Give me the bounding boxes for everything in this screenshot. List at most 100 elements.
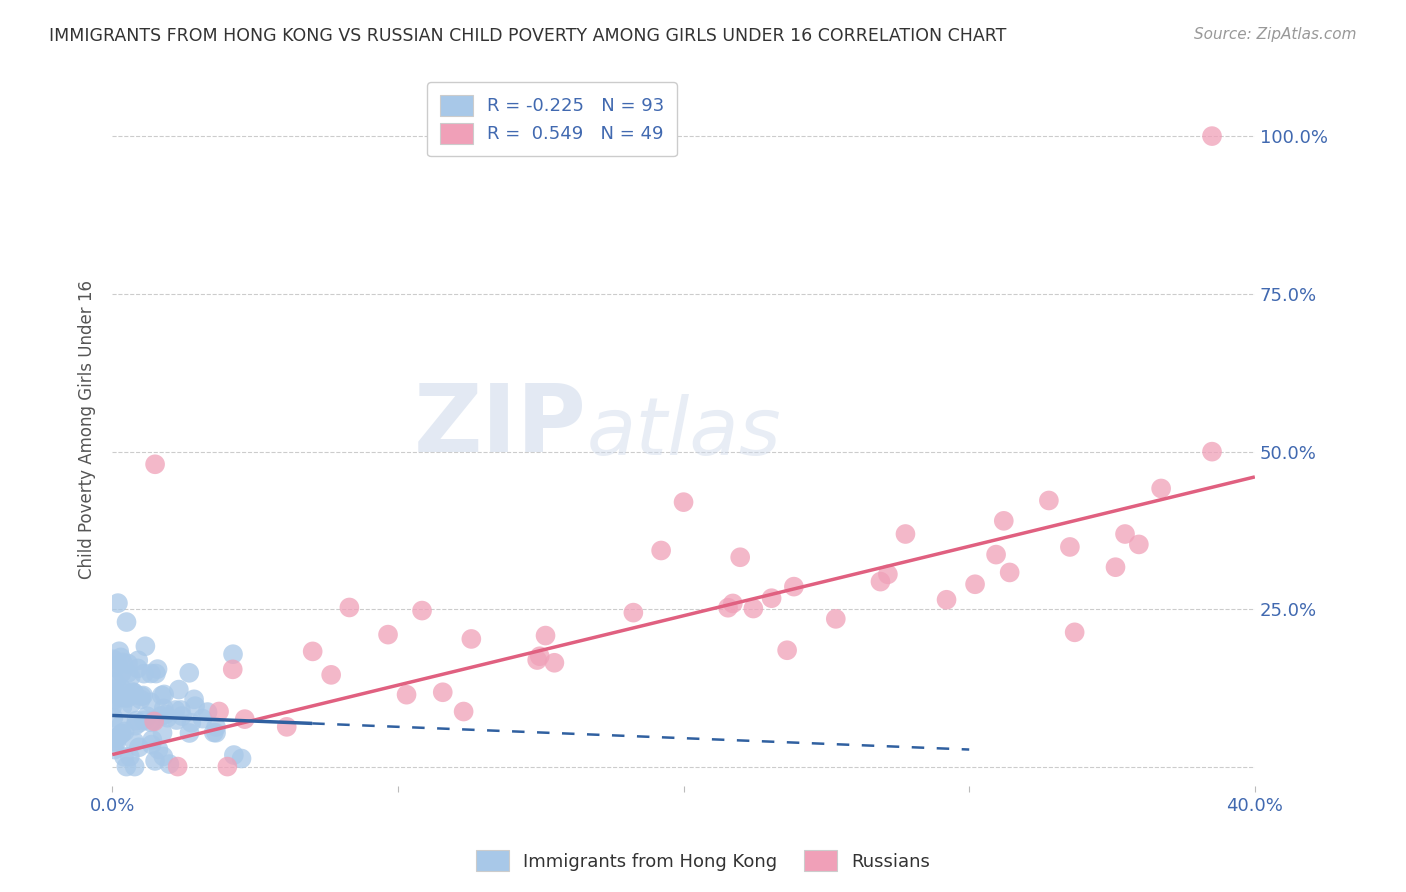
Point bbox=[103, 735, 125, 749]
Point bbox=[107, 731, 129, 745]
Point bbox=[103, 675, 125, 690]
Point bbox=[650, 543, 672, 558]
Point bbox=[148, 742, 170, 756]
Point bbox=[105, 677, 128, 691]
Point bbox=[108, 644, 131, 658]
Point bbox=[141, 732, 163, 747]
Point bbox=[101, 699, 124, 714]
Point bbox=[222, 647, 245, 661]
Point bbox=[111, 656, 134, 670]
Point bbox=[145, 666, 167, 681]
Point bbox=[139, 666, 162, 681]
Point bbox=[1128, 537, 1150, 551]
Point bbox=[127, 661, 149, 675]
Point bbox=[128, 716, 150, 731]
Point bbox=[1038, 493, 1060, 508]
Point bbox=[153, 687, 176, 701]
Point bbox=[103, 692, 125, 706]
Point bbox=[377, 627, 399, 641]
Point bbox=[152, 749, 174, 764]
Point bbox=[139, 695, 162, 709]
Point bbox=[134, 639, 156, 653]
Point bbox=[1201, 444, 1223, 458]
Point bbox=[721, 597, 744, 611]
Point bbox=[105, 735, 128, 749]
Text: atlas: atlas bbox=[586, 394, 782, 472]
Point bbox=[155, 707, 177, 722]
Point bbox=[101, 652, 124, 666]
Point bbox=[125, 714, 148, 728]
Text: Source: ZipAtlas.com: Source: ZipAtlas.com bbox=[1194, 27, 1357, 42]
Point bbox=[395, 688, 418, 702]
Point bbox=[122, 688, 145, 702]
Point bbox=[115, 615, 138, 629]
Point bbox=[143, 754, 166, 768]
Point bbox=[117, 657, 139, 671]
Point bbox=[543, 656, 565, 670]
Point bbox=[231, 751, 253, 765]
Point bbox=[208, 705, 231, 719]
Point bbox=[103, 742, 125, 756]
Point bbox=[205, 725, 228, 739]
Point bbox=[170, 703, 193, 717]
Point bbox=[115, 691, 138, 706]
Point bbox=[143, 714, 166, 729]
Point bbox=[167, 682, 190, 697]
Point bbox=[183, 692, 205, 706]
Point bbox=[134, 714, 156, 728]
Point bbox=[157, 757, 180, 772]
Y-axis label: Child Poverty Among Girls Under 16: Child Poverty Among Girls Under 16 bbox=[79, 280, 96, 579]
Point bbox=[118, 749, 141, 764]
Point bbox=[156, 711, 179, 725]
Point bbox=[112, 749, 135, 764]
Point bbox=[111, 699, 134, 714]
Point bbox=[143, 457, 166, 471]
Point bbox=[621, 606, 644, 620]
Point bbox=[1063, 625, 1085, 640]
Point bbox=[411, 604, 433, 618]
Point bbox=[165, 703, 187, 717]
Point bbox=[111, 681, 134, 696]
Point bbox=[222, 662, 245, 676]
Point bbox=[993, 514, 1015, 528]
Point bbox=[110, 650, 132, 665]
Point bbox=[180, 715, 202, 730]
Point bbox=[152, 726, 174, 740]
Point bbox=[1150, 482, 1173, 496]
Legend: Immigrants from Hong Kong, Russians: Immigrants from Hong Kong, Russians bbox=[468, 843, 938, 879]
Point bbox=[761, 591, 783, 606]
Point bbox=[110, 718, 132, 732]
Point bbox=[146, 662, 169, 676]
Text: IMMIGRANTS FROM HONG KONG VS RUSSIAN CHILD POVERTY AMONG GIRLS UNDER 16 CORRELAT: IMMIGRANTS FROM HONG KONG VS RUSSIAN CHI… bbox=[49, 27, 1007, 45]
Point bbox=[124, 735, 146, 749]
Point bbox=[824, 612, 846, 626]
Point bbox=[233, 712, 256, 726]
Point bbox=[179, 726, 201, 740]
Point bbox=[129, 692, 152, 706]
Point bbox=[728, 550, 751, 565]
Point bbox=[103, 682, 125, 697]
Point bbox=[117, 665, 139, 680]
Point bbox=[276, 720, 298, 734]
Point bbox=[132, 689, 155, 703]
Point bbox=[104, 660, 127, 674]
Point bbox=[115, 759, 138, 773]
Point bbox=[672, 495, 695, 509]
Legend: R = -0.225   N = 93, R =  0.549   N = 49: R = -0.225 N = 93, R = 0.549 N = 49 bbox=[427, 82, 676, 156]
Point bbox=[141, 738, 163, 752]
Point bbox=[894, 527, 917, 541]
Point bbox=[136, 709, 159, 723]
Point bbox=[107, 596, 129, 610]
Point bbox=[103, 711, 125, 725]
Point bbox=[166, 759, 188, 773]
Point bbox=[108, 690, 131, 704]
Point bbox=[534, 629, 557, 643]
Point bbox=[776, 643, 799, 657]
Point bbox=[1104, 560, 1126, 574]
Point bbox=[179, 665, 201, 680]
Point bbox=[337, 600, 360, 615]
Point bbox=[103, 731, 125, 746]
Text: ZIP: ZIP bbox=[413, 380, 586, 472]
Point bbox=[122, 686, 145, 700]
Point bbox=[152, 701, 174, 715]
